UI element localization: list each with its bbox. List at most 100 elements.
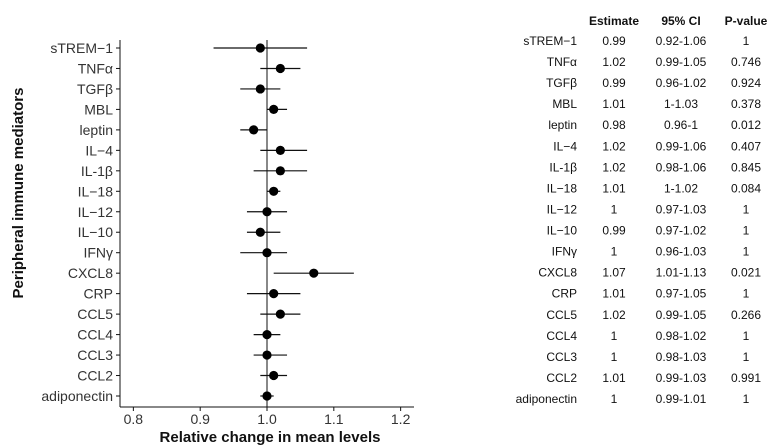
estimate-point xyxy=(262,391,272,401)
table-cell-ci: 1.01-1.13 xyxy=(656,266,707,280)
y-tick-label: CXCL8 xyxy=(68,265,113,281)
table-cell-estimate: 1 xyxy=(611,392,618,406)
table-cell-pvalue: 1 xyxy=(743,34,750,48)
table-cell-estimate: 1.01 xyxy=(602,97,626,111)
estimate-point xyxy=(309,268,319,278)
estimate-point xyxy=(269,186,279,196)
y-axis-title: Peripheral immune mediators xyxy=(10,88,27,299)
table-cell-estimate: 1 xyxy=(611,329,618,343)
y-tick-label: IFNγ xyxy=(83,245,113,261)
x-axis-title: Relative change in mean levels xyxy=(160,429,381,445)
table-cell-ci: 0.97-1.05 xyxy=(656,287,707,301)
y-tick-label: TNFα xyxy=(78,60,113,76)
y-tick-label: adiponectin xyxy=(41,388,113,404)
estimate-point xyxy=(255,227,265,237)
table-cell-ci: 0.99-1.03 xyxy=(656,371,707,385)
y-tick-label: MBL xyxy=(84,101,113,117)
table-cell-estimate: 1.02 xyxy=(602,139,626,153)
table-cell-ci: 0.99-1.06 xyxy=(656,139,707,153)
table-cell-ci: 0.98-1.06 xyxy=(656,160,707,174)
table-cell-pvalue: 0.012 xyxy=(731,118,761,132)
table-cell-pvalue: 1 xyxy=(743,392,750,406)
table-row-label: leptin xyxy=(548,118,577,132)
y-tick-label: IL−4 xyxy=(85,142,113,158)
table-cell-ci: 1-1.02 xyxy=(664,181,698,195)
estimate-point xyxy=(262,350,272,360)
estimate-point xyxy=(275,309,285,319)
table-row-label: IL−12 xyxy=(547,202,578,216)
y-tick-label: IL-1β xyxy=(81,163,113,179)
table-row-label: CCL5 xyxy=(546,308,577,322)
y-tick-label: IL−12 xyxy=(78,204,114,220)
table-cell-ci: 0.92-1.06 xyxy=(656,34,707,48)
table-row-label: IFNγ xyxy=(552,245,577,259)
table-cell-pvalue: 1 xyxy=(743,245,750,259)
table-cell-pvalue: 0.407 xyxy=(731,139,761,153)
table-cell-estimate: 1 xyxy=(611,245,618,259)
y-tick-label: IL−10 xyxy=(78,224,114,240)
table-cell-ci: 0.99-1.05 xyxy=(656,308,707,322)
x-tick-label: 1.2 xyxy=(391,411,411,427)
estimate-point xyxy=(275,166,285,176)
estimate-point xyxy=(262,248,272,258)
estimate-point xyxy=(262,329,272,340)
table-cell-pvalue: 1 xyxy=(743,350,750,364)
y-tick-label: CCL4 xyxy=(77,327,113,343)
table-cell-pvalue: 0.266 xyxy=(731,308,761,322)
table-cell-pvalue: 0.845 xyxy=(731,160,761,174)
table-row-label: IL−18 xyxy=(547,181,578,195)
table-cell-estimate: 0.98 xyxy=(602,118,626,132)
table-cell-estimate: 1 xyxy=(611,202,618,216)
table-cell-pvalue: 0.991 xyxy=(731,371,761,385)
estimate-point xyxy=(269,289,279,299)
table-cell-ci: 0.98-1.03 xyxy=(656,350,707,364)
table-cell-estimate: 1.02 xyxy=(602,308,626,322)
table-row-label: CCL2 xyxy=(546,371,577,385)
x-tick-label: 0.8 xyxy=(124,411,144,427)
estimate-point xyxy=(262,207,272,217)
table-cell-ci: 1-1.03 xyxy=(664,97,698,111)
table-row-label: CRP xyxy=(552,287,577,301)
estimate-point xyxy=(255,84,265,94)
table-row-label: TNFα xyxy=(547,55,577,69)
estimate-point xyxy=(275,63,285,74)
y-tick-label: IL−18 xyxy=(78,183,114,199)
table-cell-estimate: 1.02 xyxy=(602,160,626,174)
table-cell-pvalue: 1 xyxy=(743,202,750,216)
table-cell-pvalue: 0.021 xyxy=(731,266,761,280)
y-tick-label: sTREM−1 xyxy=(50,40,113,56)
x-tick-label: 1.1 xyxy=(324,411,344,427)
table-cell-estimate: 1 xyxy=(611,350,618,364)
y-tick-label: leptin xyxy=(80,122,113,138)
table-cell-estimate: 0.99 xyxy=(602,224,626,238)
table-cell-estimate: 1.01 xyxy=(602,371,626,385)
estimate-point xyxy=(269,104,279,115)
table-cell-pvalue: 0.924 xyxy=(731,76,761,90)
table-cell-estimate: 0.99 xyxy=(602,34,626,48)
estimate-point xyxy=(255,43,265,53)
table-row-label: IL-1β xyxy=(549,160,577,174)
table-row-label: sTREM−1 xyxy=(523,34,577,48)
table-cell-pvalue: 1 xyxy=(743,329,750,343)
table-cell-ci: 0.96-1.03 xyxy=(656,245,707,259)
table-cell-pvalue: 0.084 xyxy=(731,181,761,195)
table-cell-estimate: 1.01 xyxy=(602,287,626,301)
estimate-point xyxy=(275,145,285,155)
table-row-label: TGFβ xyxy=(546,76,577,90)
table-cell-pvalue: 1 xyxy=(743,287,750,301)
table-row-label: CCL3 xyxy=(546,350,577,364)
table-cell-estimate: 0.99 xyxy=(602,76,626,90)
table-cell-estimate: 1.02 xyxy=(602,55,626,69)
table-cell-ci: 0.96-1.02 xyxy=(656,76,707,90)
table-cell-pvalue: 0.378 xyxy=(731,97,761,111)
x-tick-label: 1.0 xyxy=(257,411,277,427)
table-cell-ci: 0.99-1.01 xyxy=(656,392,707,406)
x-tick-label: 0.9 xyxy=(190,411,210,427)
forest-plot: Peripheral immune mediators Relative cha… xyxy=(10,40,414,445)
header-ci: 95% CI xyxy=(661,14,700,28)
table-row-label: adiponectin xyxy=(516,392,577,406)
table-cell-pvalue: 1 xyxy=(743,224,750,238)
table-row-label: CXCL8 xyxy=(538,266,577,280)
estimate-point xyxy=(249,125,259,135)
